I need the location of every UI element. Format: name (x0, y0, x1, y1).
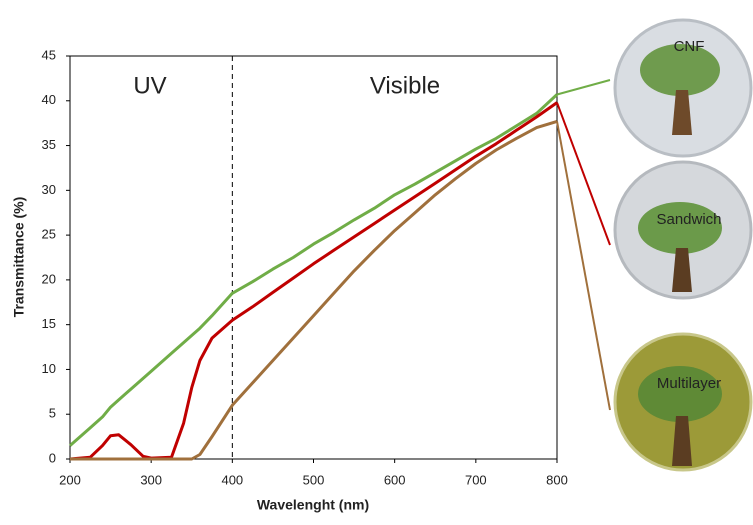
y-tick-label: 15 (42, 316, 56, 331)
x-tick-label: 700 (465, 472, 487, 487)
y-tick-label: 45 (42, 47, 56, 62)
y-tick-label: 0 (49, 450, 56, 465)
legend-label: CNF (674, 38, 705, 55)
region-label: Visible (370, 72, 440, 99)
x-axis-label: Wavelenght (nm) (257, 497, 369, 513)
x-tick-label: 200 (59, 472, 81, 487)
y-tick-label: 10 (42, 361, 56, 376)
legend-label: Multilayer (657, 375, 721, 392)
x-tick-label: 500 (303, 472, 325, 487)
y-tick-label: 20 (42, 271, 56, 286)
x-tick-label: 600 (384, 472, 406, 487)
y-tick-label: 5 (49, 406, 56, 421)
photo (613, 160, 753, 300)
photo (613, 18, 753, 158)
y-axis-label: Transmittance (%) (11, 197, 27, 318)
y-tick-label: 30 (42, 182, 56, 197)
x-tick-label: 800 (546, 472, 568, 487)
photo-connector (556, 102, 611, 246)
photo (613, 332, 753, 472)
y-tick-label: 35 (42, 137, 56, 152)
photo-connector (556, 121, 611, 411)
series-line (69, 101, 558, 461)
photo-connector (556, 79, 611, 96)
y-tick-label: 40 (42, 92, 56, 107)
series-line (69, 93, 559, 447)
x-tick-label: 300 (140, 472, 162, 487)
region-label: UV (133, 72, 166, 99)
legend-label: Sandwich (656, 211, 721, 228)
series-line (70, 119, 558, 461)
y-tick-label: 25 (42, 227, 56, 242)
plot-frame (69, 55, 558, 460)
x-tick-label: 400 (221, 472, 243, 487)
